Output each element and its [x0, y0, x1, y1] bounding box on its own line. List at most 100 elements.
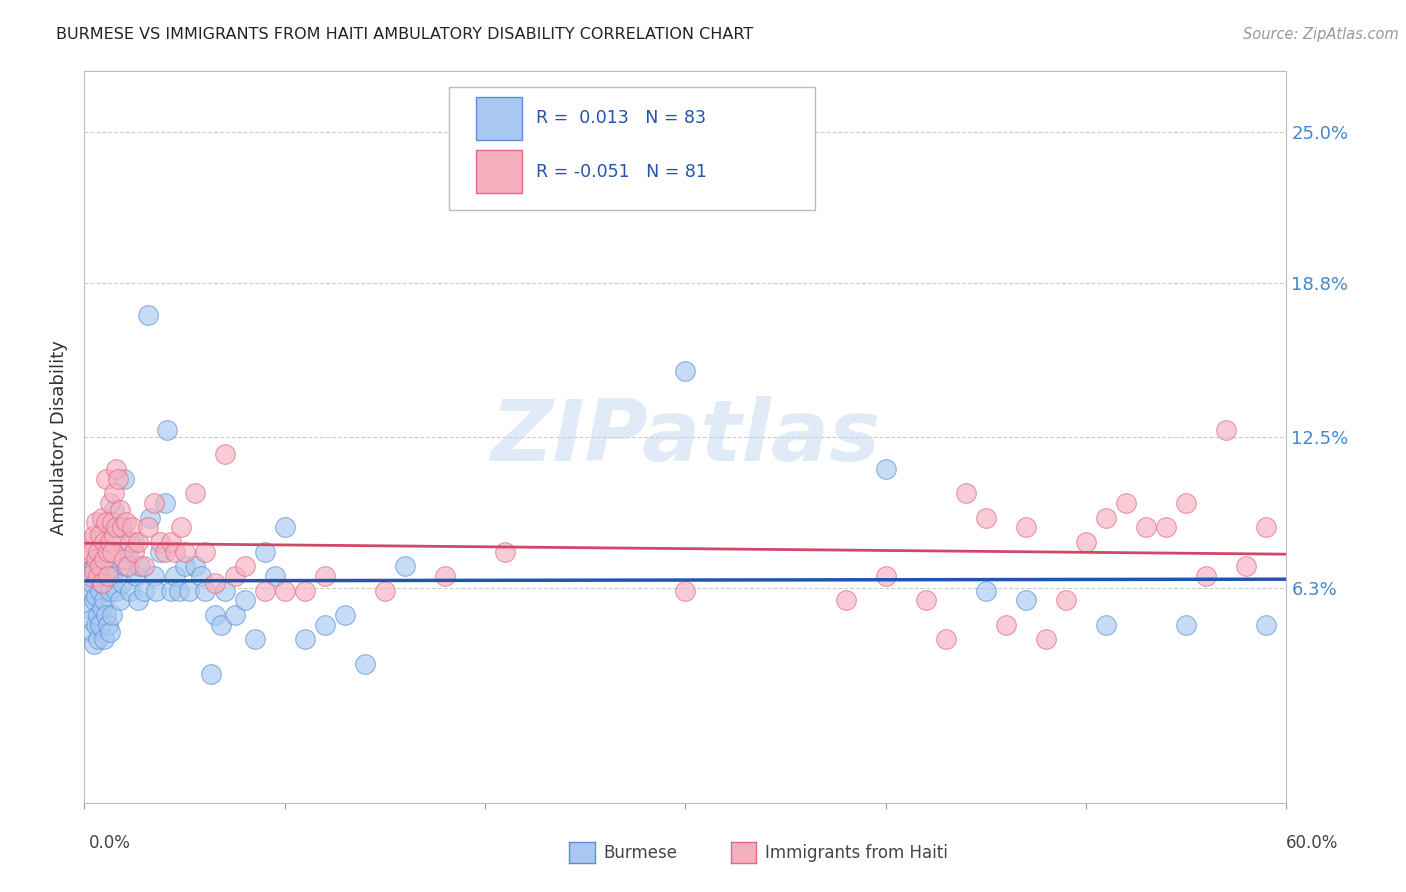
Point: [100, 625, 122, 640]
Point: [169, 520, 191, 534]
Text: R =  0.013   N = 83: R = 0.013 N = 83: [536, 110, 706, 128]
Point: [75, 544, 97, 558]
Point: [374, 583, 396, 598]
Point: [1015, 520, 1038, 534]
Point: [163, 544, 186, 558]
Point: [115, 559, 138, 574]
Point: [114, 471, 135, 485]
Point: [105, 520, 128, 534]
Point: [114, 552, 135, 566]
Point: [243, 632, 266, 647]
Point: [77, 535, 100, 549]
Point: [995, 617, 1018, 632]
Point: [1215, 423, 1237, 437]
Point: [159, 535, 181, 549]
Text: Immigrants from Haiti: Immigrants from Haiti: [765, 844, 948, 862]
Point: [233, 559, 256, 574]
Point: [167, 583, 190, 598]
Point: [111, 576, 134, 591]
Point: [96, 608, 118, 623]
Point: [97, 569, 120, 583]
Point: [394, 559, 416, 574]
Point: [224, 569, 246, 583]
Point: [1256, 617, 1278, 632]
Point: [263, 569, 285, 583]
Point: [97, 564, 120, 578]
Point: [173, 544, 195, 558]
Point: [124, 544, 146, 558]
Point: [294, 632, 316, 647]
Point: [253, 583, 276, 598]
Point: [1035, 632, 1057, 647]
Point: [1095, 510, 1118, 524]
Point: [79, 564, 101, 578]
Point: [87, 564, 110, 578]
Point: [143, 496, 166, 510]
Point: [173, 559, 195, 574]
Point: [125, 569, 148, 583]
Point: [96, 569, 118, 583]
Point: [1076, 535, 1098, 549]
Point: [97, 617, 120, 632]
Point: [1135, 520, 1157, 534]
Point: [209, 617, 232, 632]
Point: [83, 559, 105, 574]
Point: [1156, 520, 1178, 534]
Text: R = -0.051   N = 81: R = -0.051 N = 81: [536, 162, 707, 180]
Point: [79, 613, 101, 627]
Point: [93, 552, 115, 566]
Point: [1256, 520, 1278, 534]
Point: [82, 576, 104, 591]
Point: [159, 583, 181, 598]
Point: [100, 535, 122, 549]
Point: [129, 559, 152, 574]
Point: [183, 559, 205, 574]
Point: [101, 516, 124, 530]
Text: 0.0%: 0.0%: [89, 834, 131, 852]
Text: 60.0%: 60.0%: [1286, 834, 1339, 852]
Point: [82, 625, 104, 640]
Point: [117, 559, 139, 574]
Point: [915, 593, 938, 607]
Point: [127, 593, 149, 607]
Point: [974, 583, 997, 598]
Point: [1015, 593, 1038, 607]
Point: [274, 520, 297, 534]
Text: ZIPatlas: ZIPatlas: [491, 395, 880, 479]
Point: [675, 364, 697, 378]
Point: [101, 569, 124, 583]
Point: [93, 632, 115, 647]
Point: [124, 535, 146, 549]
Point: [83, 593, 105, 607]
Point: [86, 617, 108, 632]
Point: [83, 527, 105, 541]
Point: [96, 471, 118, 485]
Point: [89, 559, 111, 574]
Point: [89, 583, 111, 598]
Point: [143, 569, 166, 583]
Point: [434, 569, 457, 583]
Bar: [477, 151, 522, 193]
Point: [93, 559, 115, 574]
Point: [194, 583, 217, 598]
Point: [77, 583, 100, 598]
Point: [177, 583, 200, 598]
Point: [86, 589, 108, 603]
Point: [115, 516, 138, 530]
Point: [117, 544, 139, 558]
Point: [153, 496, 176, 510]
FancyBboxPatch shape: [449, 87, 815, 211]
Point: [105, 583, 128, 598]
Point: [274, 583, 297, 598]
Point: [97, 544, 120, 558]
Point: [955, 486, 977, 500]
Point: [91, 510, 114, 524]
Point: [87, 544, 110, 558]
Point: [253, 544, 276, 558]
Text: Source: ZipAtlas.com: Source: ZipAtlas.com: [1243, 27, 1399, 42]
Point: [127, 535, 149, 549]
Point: [105, 462, 128, 476]
Point: [354, 657, 377, 671]
Point: [83, 564, 105, 578]
Point: [86, 552, 108, 566]
